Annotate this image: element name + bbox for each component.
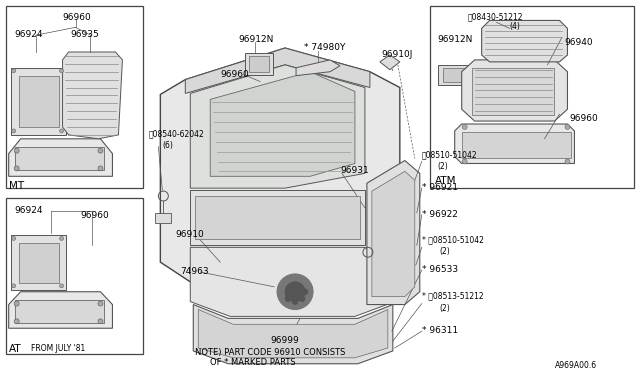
Circle shape bbox=[12, 237, 15, 240]
Text: * 96533: * 96533 bbox=[422, 265, 458, 274]
Circle shape bbox=[299, 296, 305, 302]
Polygon shape bbox=[190, 247, 395, 317]
Text: 96910: 96910 bbox=[175, 230, 204, 238]
Bar bbox=[15, 147, 104, 170]
Polygon shape bbox=[210, 72, 355, 176]
Text: 96935: 96935 bbox=[70, 30, 99, 39]
Polygon shape bbox=[63, 52, 122, 139]
Polygon shape bbox=[9, 139, 113, 176]
Circle shape bbox=[12, 284, 15, 288]
Bar bbox=[19, 243, 59, 283]
Circle shape bbox=[12, 129, 15, 133]
Text: MT: MT bbox=[9, 181, 24, 191]
Text: * Ⓝ08510-51042: * Ⓝ08510-51042 bbox=[422, 235, 484, 244]
Text: 96960: 96960 bbox=[81, 211, 109, 220]
Text: 96912N: 96912N bbox=[238, 35, 273, 44]
Circle shape bbox=[98, 148, 103, 153]
Bar bbox=[6, 6, 143, 188]
Text: 96931: 96931 bbox=[340, 166, 369, 176]
Circle shape bbox=[462, 125, 467, 129]
Circle shape bbox=[12, 69, 15, 73]
Circle shape bbox=[98, 301, 103, 306]
Circle shape bbox=[98, 319, 103, 324]
Bar bbox=[11, 235, 65, 290]
Circle shape bbox=[14, 166, 19, 171]
Polygon shape bbox=[380, 55, 400, 70]
Polygon shape bbox=[190, 65, 365, 188]
Text: 96912N: 96912N bbox=[438, 35, 473, 44]
Text: 96910J: 96910J bbox=[382, 50, 413, 59]
Polygon shape bbox=[296, 60, 340, 76]
Polygon shape bbox=[193, 305, 393, 364]
Circle shape bbox=[292, 299, 298, 305]
Polygon shape bbox=[190, 190, 365, 246]
Bar bbox=[245, 53, 273, 75]
Bar bbox=[461, 132, 572, 158]
Circle shape bbox=[14, 319, 19, 324]
Bar bbox=[11, 68, 65, 135]
Circle shape bbox=[565, 125, 570, 129]
Text: 96940: 96940 bbox=[564, 38, 593, 47]
Bar bbox=[443, 68, 465, 81]
Circle shape bbox=[60, 284, 63, 288]
Text: Ⓝ08540-62042: Ⓝ08540-62042 bbox=[148, 129, 204, 138]
Text: ATM: ATM bbox=[435, 176, 456, 186]
Polygon shape bbox=[186, 48, 370, 93]
Bar bbox=[430, 6, 634, 188]
Circle shape bbox=[277, 274, 313, 310]
Circle shape bbox=[60, 129, 63, 133]
Polygon shape bbox=[367, 160, 420, 305]
Polygon shape bbox=[198, 310, 388, 358]
Circle shape bbox=[565, 159, 570, 164]
Polygon shape bbox=[461, 60, 568, 121]
Polygon shape bbox=[161, 48, 400, 307]
Text: * 96921: * 96921 bbox=[422, 183, 458, 192]
Bar bbox=[15, 299, 104, 323]
Text: * Ⓝ08513-51212: * Ⓝ08513-51212 bbox=[422, 292, 483, 301]
Text: (2): (2) bbox=[440, 304, 451, 312]
Circle shape bbox=[285, 282, 305, 302]
Bar bbox=[6, 198, 143, 354]
Polygon shape bbox=[9, 292, 113, 328]
Bar bbox=[438, 65, 470, 84]
Text: 96999: 96999 bbox=[270, 336, 299, 345]
Bar bbox=[156, 213, 172, 223]
Text: OF * MARKED PARTS: OF * MARKED PARTS bbox=[210, 358, 296, 367]
Text: * 74980Y: * 74980Y bbox=[304, 43, 346, 52]
Text: FROM JULY '81: FROM JULY '81 bbox=[31, 344, 85, 353]
Text: 96960: 96960 bbox=[570, 114, 598, 123]
Text: * 96311: * 96311 bbox=[422, 326, 458, 335]
Text: (4): (4) bbox=[509, 22, 520, 31]
Text: Ⓝ08510-51042: Ⓝ08510-51042 bbox=[422, 151, 477, 160]
Circle shape bbox=[60, 237, 63, 240]
Polygon shape bbox=[482, 20, 568, 62]
Text: (2): (2) bbox=[440, 247, 451, 256]
Bar bbox=[195, 196, 360, 240]
Text: 96924: 96924 bbox=[15, 206, 43, 215]
Circle shape bbox=[14, 301, 19, 306]
Text: AT: AT bbox=[9, 344, 21, 354]
Bar bbox=[249, 56, 269, 72]
Text: 96924: 96924 bbox=[15, 30, 43, 39]
Text: Ⓝ08430-51212: Ⓝ08430-51212 bbox=[468, 13, 523, 22]
Polygon shape bbox=[454, 124, 575, 163]
Circle shape bbox=[14, 148, 19, 153]
Circle shape bbox=[302, 289, 308, 295]
Text: * 96922: * 96922 bbox=[422, 210, 458, 219]
Text: 96960: 96960 bbox=[220, 70, 249, 79]
Bar bbox=[472, 68, 554, 115]
Circle shape bbox=[462, 159, 467, 164]
Text: (2): (2) bbox=[438, 163, 449, 171]
Circle shape bbox=[98, 166, 103, 171]
Circle shape bbox=[285, 296, 291, 302]
Text: NOTE) PART CODE 96910 CONSISTS: NOTE) PART CODE 96910 CONSISTS bbox=[195, 348, 346, 357]
Text: (6): (6) bbox=[163, 141, 173, 150]
Polygon shape bbox=[372, 171, 415, 296]
Bar bbox=[19, 76, 59, 127]
Text: 74963: 74963 bbox=[180, 267, 209, 276]
Text: 96960: 96960 bbox=[63, 13, 92, 22]
Circle shape bbox=[60, 69, 63, 73]
Text: A969A00.6: A969A00.6 bbox=[554, 361, 596, 370]
